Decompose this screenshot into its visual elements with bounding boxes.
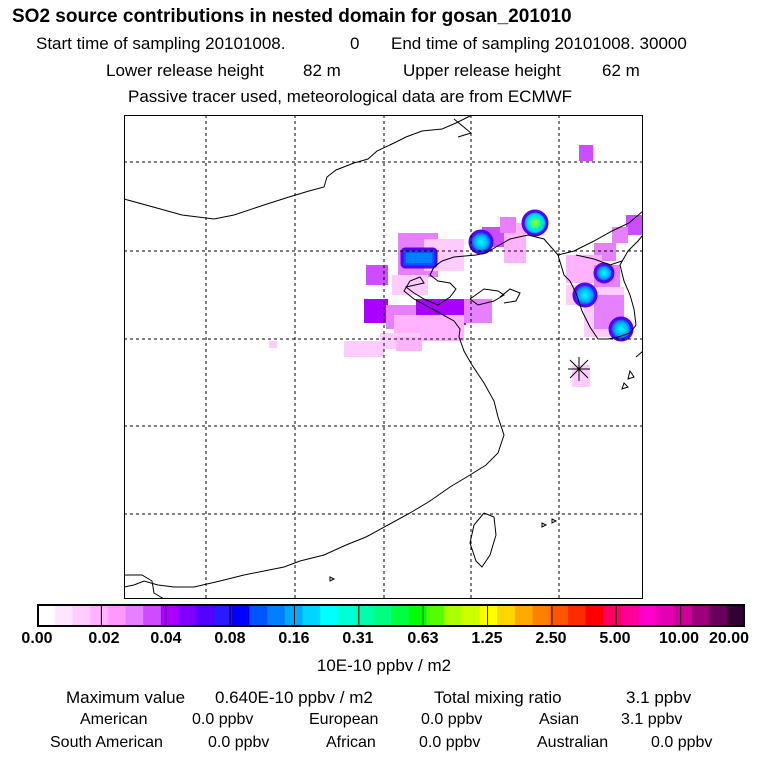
colorbar [37, 604, 745, 627]
colorbar-tick: 0.16 [278, 630, 310, 647]
colorbar-swatch [426, 604, 445, 627]
colorbar-tick: 2.50 [535, 630, 567, 647]
colorbar-tick: 0.04 [150, 630, 182, 647]
colorbar-swatch [320, 604, 339, 627]
map-panel [124, 115, 643, 599]
colorbar-swatch [603, 604, 622, 627]
region-value: 0.0 ppbv [192, 711, 254, 728]
colorbar-tick: 0.31 [342, 630, 374, 647]
total-mixing-value: 3.1 ppbv [626, 688, 692, 707]
colorbar-swatch [249, 604, 268, 627]
colorbar-swatch [727, 604, 745, 627]
colorbar-border [37, 604, 745, 627]
region-value: 0.0 ppbv [208, 734, 270, 751]
end-time-label: End time of sampling 20101008. 30000 [391, 34, 687, 53]
lower-release-label: Lower release height [106, 61, 264, 80]
max-value-label: Maximum value [66, 688, 186, 707]
region-name: Australian [537, 734, 609, 751]
colorbar-swatch [196, 604, 215, 627]
colorbar-tick: 0.08 [214, 630, 246, 647]
region-name: American [80, 711, 148, 728]
lower-release-value: 82 m [303, 61, 341, 80]
colorbar-swatch [461, 604, 480, 627]
colorbar-swatch [107, 604, 126, 627]
upper-release-label: Upper release height [403, 61, 561, 80]
colorbar-swatch [143, 604, 162, 627]
colorbar-swatch [72, 604, 91, 627]
colorbar-swatch [391, 604, 410, 627]
region-name: African [326, 734, 376, 751]
colorbar-swatch [444, 604, 463, 627]
colorbar-swatch [585, 604, 604, 627]
plot-title: SO2 source contributions in nested domai… [12, 6, 572, 27]
colorbar-swatch [54, 604, 73, 627]
colorbar-swatch [621, 604, 640, 627]
region-value: 0.0 ppbv [421, 711, 483, 728]
start-time-value: 0 [350, 34, 360, 53]
max-value: 0.640E-10 ppbv / m2 [215, 688, 373, 707]
lat-lon-grid [124, 115, 643, 599]
colorbar-swatch [125, 604, 144, 627]
colorbar-tick: 20.00 [708, 630, 750, 647]
colorbar-swatch [479, 604, 498, 627]
colorbar-swatch [674, 604, 693, 627]
colorbar-swatch [355, 604, 374, 627]
total-mixing-label: Total mixing ratio [434, 688, 562, 707]
colorbar-swatch [656, 604, 675, 627]
region-name: European [309, 711, 379, 728]
coastlines [124, 115, 643, 599]
colorbar-swatch [691, 604, 711, 627]
colorbar-swatch [337, 604, 357, 627]
colorbar-swatch [231, 604, 250, 627]
colorbar-unit: 10E-10 ppbv / m2 [316, 656, 452, 675]
start-time-label: Start time of sampling 20101008. [36, 34, 286, 53]
colorbar-swatch [568, 604, 587, 627]
colorbar-swatch [532, 604, 551, 627]
colorbar-swatch [638, 604, 657, 627]
region-name: South American [50, 734, 163, 751]
colorbar-swatch [550, 604, 569, 627]
colorbar-swatch [709, 604, 728, 627]
colorbar-tick: 0.00 [21, 630, 53, 647]
region-value: 3.1 ppbv [621, 711, 683, 728]
colorbar-swatch [497, 604, 516, 627]
colorbar-swatch [284, 604, 303, 627]
colorbar-swatch [214, 604, 233, 627]
upper-release-value: 62 m [602, 61, 640, 80]
colorbar-swatch [90, 604, 109, 627]
colorbar-tick: 10.00 [658, 630, 700, 647]
region-value: 0.0 ppbv [651, 734, 713, 751]
region-value: 0.0 ppbv [419, 734, 481, 751]
colorbar-swatch [373, 604, 392, 627]
colorbar-swatch [408, 604, 427, 627]
colorbar-tick: 1.25 [471, 630, 503, 647]
colorbar-swatch [514, 604, 534, 627]
colorbar-tick: 0.02 [88, 630, 120, 647]
colorbar-swatch [37, 604, 56, 627]
region-name: Asian [539, 711, 580, 728]
receptor-marker [568, 357, 590, 381]
colorbar-swatch [267, 604, 286, 627]
colorbar-tick: 5.00 [599, 630, 631, 647]
colorbar-swatch [302, 604, 321, 627]
colorbar-swatch [178, 604, 197, 627]
colorbar-tick: 0.63 [407, 630, 439, 647]
tracer-note: Passive tracer used, meteorological data… [128, 87, 573, 106]
colorbar-swatch [160, 604, 180, 627]
